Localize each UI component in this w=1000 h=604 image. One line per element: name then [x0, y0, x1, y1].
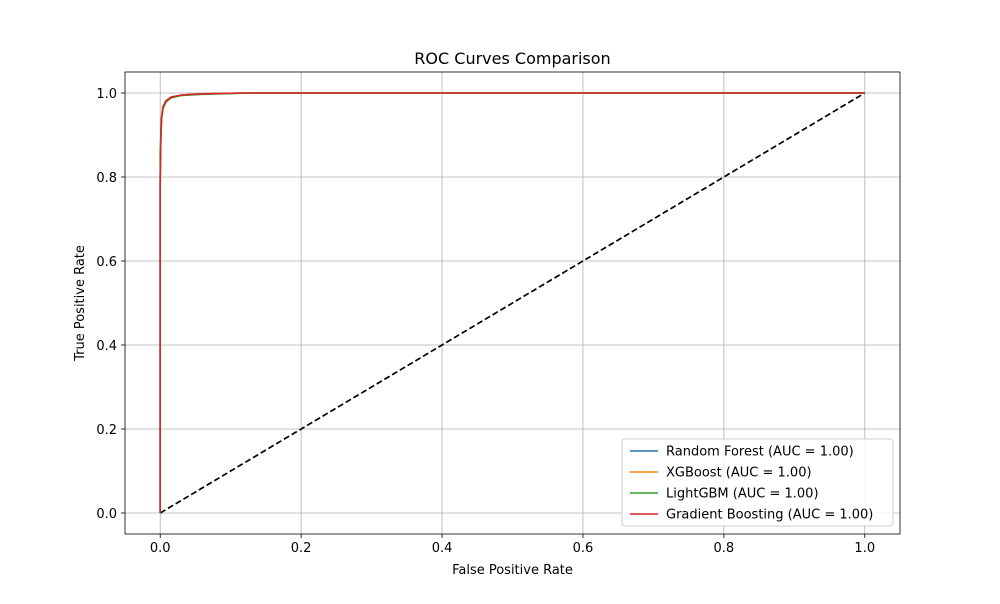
- y-tick-label: 0.0: [96, 507, 117, 522]
- legend-label: LightGBM (AUC = 1.00): [666, 487, 819, 502]
- y-tick-label: 0.4: [96, 339, 117, 354]
- y-tick-label: 1.0: [96, 87, 117, 102]
- x-axis-ticks: 0.0 0.2 0.4 0.6 0.8 1.0: [150, 534, 875, 556]
- x-tick-label: 0.0: [150, 541, 171, 556]
- series-line-gradient-boosting: [159, 92, 865, 513]
- legend: Random Forest (AUC = 1.00) XGBoost (AUC =…: [621, 438, 894, 527]
- chart-title: ROC Curves Comparison: [414, 49, 610, 68]
- legend-label: XGBoost (AUC = 1.00): [666, 466, 812, 481]
- x-tick-label: 0.8: [714, 541, 735, 556]
- axes-frame: [124, 71, 901, 535]
- x-tick-label: 0.2: [291, 541, 312, 556]
- y-axis-ticks: 0.0 0.2 0.4 0.6 0.8 1.0: [96, 87, 125, 522]
- legend-label: Gradient Boosting (AUC = 1.00): [666, 508, 873, 523]
- x-tick-label: 0.6: [573, 541, 594, 556]
- y-tick-label: 0.8: [96, 171, 117, 186]
- legend-label: Random Forest (AUC = 1.00): [666, 445, 854, 460]
- legend-box: [621, 438, 894, 527]
- x-tick-label: 0.4: [432, 541, 453, 556]
- reference-diagonal-line: [159, 92, 866, 514]
- x-axis-label: False Positive Rate: [452, 563, 573, 578]
- y-axis-label: True Positive Rate: [73, 245, 88, 362]
- plot-area: [159, 92, 866, 514]
- y-tick-label: 0.2: [96, 423, 117, 438]
- x-tick-label: 1.0: [854, 541, 875, 556]
- y-tick-label: 0.6: [96, 255, 117, 270]
